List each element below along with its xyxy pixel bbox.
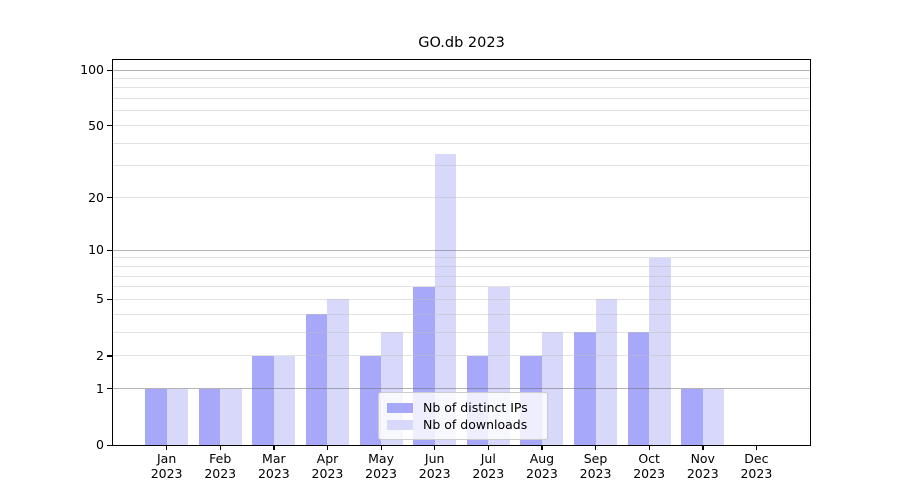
x-tick-label-feb: Feb 2023 [204,451,237,481]
y-tick-label-5: 5 [96,291,104,307]
bar-downloads-mar [273,355,296,445]
x-tick-label-oct: Oct 2023 [633,451,666,481]
gridline-y-2 [113,355,810,357]
gridline-y-10 [113,249,810,251]
x-tick-oct [648,445,650,450]
gridline-y-40 [113,142,810,144]
gridline-y-5 [113,298,810,300]
x-tick-feb [219,445,222,450]
legend-swatch-distinct-ips [387,402,413,413]
legend-swatch-downloads [387,419,413,430]
bar-distinct-ips-feb [198,388,221,445]
bar-distinct-ips-jan [145,388,167,445]
gridline-y-1 [113,388,810,390]
x-tick-label-dec: Dec 2023 [740,451,773,481]
x-tick-label-jun: Jun 2023 [418,451,451,481]
x-tick-jul [487,445,490,450]
gridline-y-70 [113,98,810,100]
x-tick-apr [326,445,329,450]
x-tick-aug [541,445,543,450]
chart-title: GO.db 2023 [418,35,505,51]
y-tick-label-100: 100 [80,62,104,77]
gridline-y-4 [113,313,810,315]
x-tick-mar [273,445,275,450]
gridline-y-50 [113,125,810,127]
x-tick-label-apr: Apr 2023 [311,451,344,481]
gridline-y-100 [113,69,810,71]
x-tick-label-nov: Nov 2023 [686,451,719,481]
legend-label-downloads: Nb of downloads [423,417,528,432]
legend: Nb of distinct IPs Nb of downloads [378,392,548,440]
y-tick-100 [107,69,113,71]
bar-downloads-jan [166,388,189,445]
bar-downloads-nov [702,388,725,445]
x-tick-dec [755,445,758,450]
gridline-y-60 [113,110,810,112]
gridline-y-20 [113,197,810,199]
gridline-y-90 [113,77,810,79]
x-tick-label-mar: Mar 2023 [257,451,290,481]
y-tick-2 [107,355,113,357]
y-tick-5 [107,298,113,301]
y-tick-1 [107,388,113,390]
y-tick-label-10: 10 [88,242,104,258]
gridline-y-3 [113,331,810,333]
x-tick-label-jul: Jul 2023 [472,451,505,481]
x-tick-jun [434,445,436,450]
y-tick-10 [107,249,113,251]
legend-label-distinct-ips: Nb of distinct IPs [423,400,528,415]
plot-area: Nb of distinct IPs Nb of downloads [112,59,811,446]
bar-distinct-ips-may [359,355,382,445]
y-tick-0 [107,444,113,446]
y-tick-label-50: 50 [88,117,104,133]
gridline-y-6 [113,286,810,288]
x-tick-label-may: May 2023 [365,451,397,481]
x-tick-nov [702,445,704,450]
bar-downloads-feb [220,388,242,445]
bar-distinct-ips-mar [252,355,274,445]
x-tick-label-aug: Aug 2023 [526,451,558,481]
bar-downloads-sep [595,299,618,445]
y-tick-50 [107,125,113,127]
gridline-y-30 [113,165,810,167]
x-tick-label-sep: Sep 2023 [579,451,612,481]
legend-item-downloads: Nb of downloads [387,416,539,433]
x-tick-sep [595,445,597,450]
y-tick-label-2: 2 [96,347,104,363]
bar-downloads-jun [434,153,457,445]
bar-distinct-ips-apr [305,314,328,445]
bar-downloads-oct [649,257,671,445]
legend-item-distinct-ips: Nb of distinct IPs [387,399,539,416]
gridline-y-9 [113,257,810,259]
x-tick-label-jan: Jan 2023 [150,451,183,481]
gridline-y-7 [113,275,810,277]
y-tick-label-20: 20 [88,189,104,205]
y-tick-label-1: 1 [96,380,104,396]
gridline-y-8 [113,265,810,267]
y-tick-20 [107,197,113,199]
y-tick-label-0: 0 [96,437,104,452]
bar-downloads-apr [327,299,349,445]
x-tick-jan [166,445,168,450]
x-tick-may [380,445,382,450]
gridline-y-80 [113,87,810,89]
bar-distinct-ips-nov [681,388,703,445]
